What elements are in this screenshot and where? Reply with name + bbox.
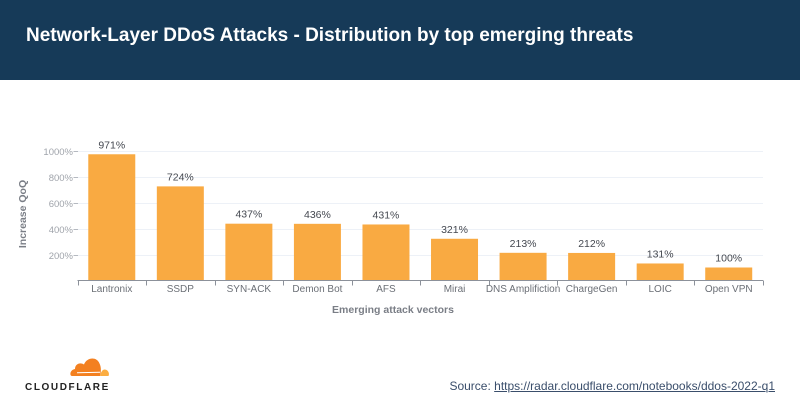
y-tick-label: 800%: [49, 173, 74, 184]
data-label: 100%: [715, 253, 742, 265]
cloud-streak: [76, 371, 101, 374]
header-banner: Network-Layer DDoS Attacks - Distributio…: [0, 0, 800, 80]
bar: [568, 252, 616, 281]
y-tick-label: 600%: [49, 199, 74, 210]
bars: 971% 724% 437% 436% 431% 321% 213% 212% 131% 100%: [88, 139, 753, 281]
data-label: 436%: [304, 209, 331, 221]
bar: [362, 224, 410, 281]
x-axis-title: Emerging attack vectors: [332, 304, 454, 316]
bar: [225, 223, 273, 281]
x-tick-label: Open VPN: [705, 284, 753, 295]
y-axis-title: Increase QoQ: [17, 180, 29, 248]
logo-wordmark: CLOUDFLARE: [25, 382, 110, 393]
bar: [431, 238, 479, 281]
data-label: 131%: [647, 248, 674, 260]
bar: [293, 223, 341, 281]
data-label: 431%: [373, 209, 400, 221]
x-tick-label: Demon Bot: [292, 284, 342, 295]
data-label: 212%: [578, 238, 605, 250]
data-label: 437%: [235, 209, 262, 221]
y-tick-label: 400%: [49, 225, 74, 236]
cloudflare-logo: CLOUDFLARE: [25, 358, 110, 393]
data-label: 724%: [167, 171, 194, 183]
cloud-icon: [70, 358, 101, 376]
x-tick-label: AFS: [376, 284, 396, 295]
source-label: Source:: [449, 379, 495, 393]
bar: [636, 263, 684, 281]
y-tick-label: 1000%: [43, 147, 73, 158]
x-tick-label: Mirai: [444, 284, 466, 295]
data-label: 213%: [510, 238, 537, 250]
x-tick-label: SSDP: [167, 284, 195, 295]
bar: [499, 252, 547, 281]
y-tick-label: 200%: [49, 251, 74, 262]
x-tick-label: LOIC: [649, 284, 672, 295]
data-label: 971%: [98, 139, 125, 151]
x-tick-label: DNS Amplifiction: [486, 284, 560, 295]
x-tick-label: SYN-ACK: [227, 284, 272, 295]
x-tick-label: ChargeGen: [566, 284, 618, 295]
cloud-accent-icon: [100, 369, 109, 376]
x-axis: Lantronix SSDP SYN-ACK Demon Bot AFS Mirai DNS…: [77, 280, 764, 295]
data-label: 321%: [441, 224, 468, 236]
bar: [705, 267, 753, 281]
bar: [88, 154, 136, 281]
bar: [156, 186, 204, 281]
page-title: Network-Layer DDoS Attacks - Distributio…: [26, 25, 634, 46]
source-citation: Source: https://radar.cloudflare.com/not…: [449, 378, 775, 394]
y-axis: 200% 400% 600% 800% 1000%: [43, 147, 78, 262]
x-tick-label: Lantronix: [91, 284, 132, 295]
source-link[interactable]: https://radar.cloudflare.com/notebooks/d…: [494, 379, 775, 393]
